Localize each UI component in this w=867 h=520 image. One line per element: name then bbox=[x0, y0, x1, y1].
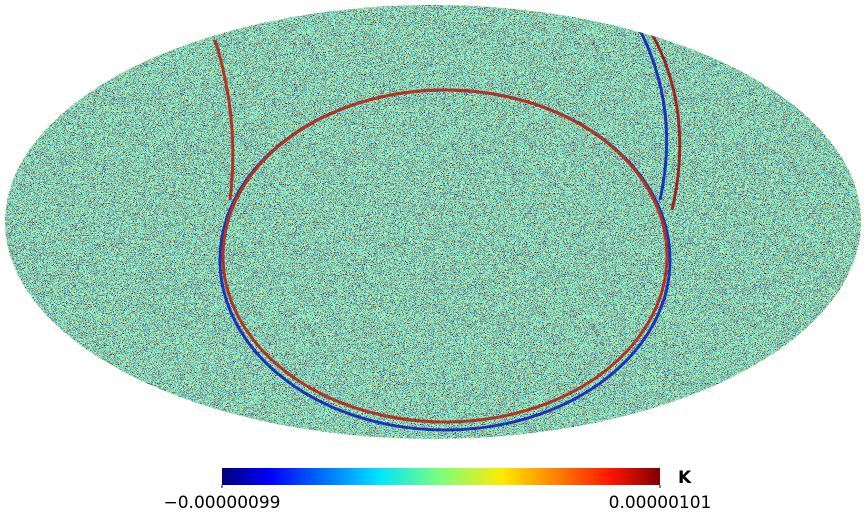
colorbar-tick-label: 0.00000101 bbox=[609, 493, 712, 513]
map-pixels bbox=[0, 0, 867, 445]
colorbar-tick-label: −0.00000099 bbox=[164, 493, 281, 513]
colorbar-unit: K bbox=[678, 468, 692, 488]
sky-map-figure: K −0.00000099 0.00000101 bbox=[0, 0, 867, 520]
colorbar bbox=[222, 468, 660, 485]
sky-map bbox=[0, 0, 867, 445]
